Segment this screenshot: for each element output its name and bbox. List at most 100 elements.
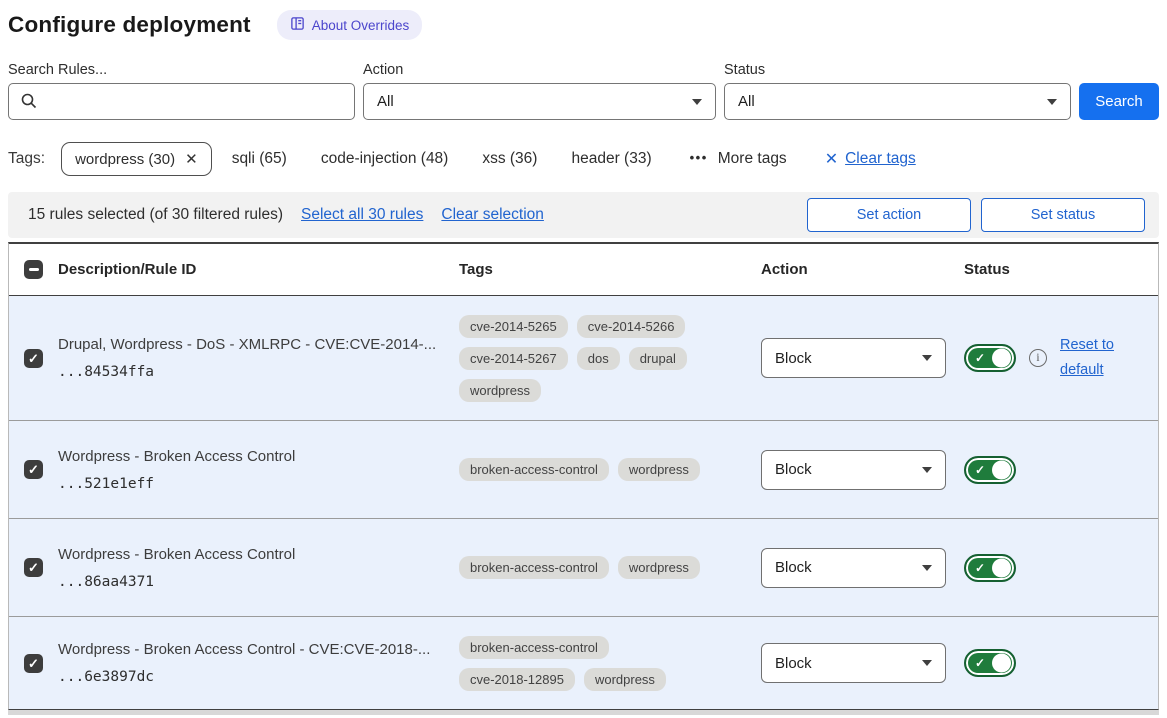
column-header-description: Description/Rule ID xyxy=(58,261,197,278)
toggle-knob xyxy=(992,348,1011,368)
search-icon xyxy=(20,92,38,115)
check-icon: ✓ xyxy=(975,560,986,575)
rule-id: ...6e3897dc xyxy=(58,669,155,685)
rule-title: Drupal, Wordpress - DoS - XMLRPC - CVE:C… xyxy=(58,336,437,353)
status-toggle[interactable]: ✓ xyxy=(964,649,1016,677)
rule-title: Wordpress - Broken Access Control xyxy=(58,447,296,465)
page-header: Configure deployment About Overrides xyxy=(8,10,1159,40)
tag-pill: cve-2014-5266 xyxy=(576,314,686,338)
table-row: ✓ Wordpress - Broken Access Control ...8… xyxy=(9,519,1158,617)
rule-title: Wordpress - Broken Access Control - CVE:… xyxy=(58,641,431,658)
row-checkbox[interactable]: ✓ xyxy=(24,558,43,577)
tag-option-header[interactable]: header (33) xyxy=(571,150,652,167)
select-all-link[interactable]: Select all 30 rules xyxy=(301,206,424,223)
selected-tag-chip-wordpress[interactable]: wordpress (30) ✕ xyxy=(61,142,212,176)
tags-bar: Tags: wordpress (30) ✕ sqli (65) code-in… xyxy=(8,142,1159,176)
search-rules-input[interactable] xyxy=(45,84,345,119)
close-icon[interactable]: ✕ xyxy=(185,151,198,168)
set-action-button[interactable]: Set action xyxy=(807,198,971,232)
table-row: ✓ Drupal, Wordpress - DoS - XMLRPC - CVE… xyxy=(9,296,1158,421)
action-value: Block xyxy=(775,654,812,672)
chevron-down-icon xyxy=(922,660,932,666)
row-checkbox[interactable]: ✓ xyxy=(24,653,43,673)
rule-title: Wordpress - Broken Access Control xyxy=(58,545,296,563)
toggle-knob xyxy=(992,460,1011,479)
tag-pill: broken-access-control xyxy=(459,556,609,579)
action-select[interactable]: Block xyxy=(761,449,946,490)
check-icon: ✓ xyxy=(975,462,986,477)
action-filter-select[interactable]: All xyxy=(363,83,716,120)
rule-tags: broken-access-control wordpress xyxy=(459,542,729,593)
toggle-knob xyxy=(992,558,1011,577)
book-icon xyxy=(290,16,305,34)
tag-pill: broken-access-control xyxy=(459,458,609,481)
chevron-down-icon xyxy=(922,466,932,473)
tag-pill: dos xyxy=(576,346,620,370)
chevron-down-icon xyxy=(1047,98,1057,105)
action-filter-value: All xyxy=(377,93,394,110)
row-checkbox[interactable]: ✓ xyxy=(24,348,43,368)
more-tags-button[interactable]: ••• More tags xyxy=(690,150,787,168)
check-icon: ✓ xyxy=(28,655,39,671)
toggle-knob xyxy=(992,653,1011,673)
table-row: ✓ Wordpress - Broken Access Control - CV… xyxy=(9,617,1158,709)
search-input-container xyxy=(8,83,355,120)
next-section-edge xyxy=(8,710,1159,715)
set-status-button[interactable]: Set status xyxy=(981,198,1145,232)
table-row: ✓ Wordpress - Broken Access Control ...5… xyxy=(9,421,1158,519)
chevron-down-icon xyxy=(922,355,932,361)
tag-pill: wordpress xyxy=(583,667,666,691)
column-header-action: Action xyxy=(761,261,808,278)
tag-pill: cve-2014-5267 xyxy=(459,346,568,370)
selection-summary: 15 rules selected (of 30 filtered rules) xyxy=(28,206,284,223)
rule-id: ...521e1eff xyxy=(58,475,155,492)
tag-option-code-injection[interactable]: code-injection (48) xyxy=(320,150,449,167)
status-filter-value: All xyxy=(738,93,755,110)
tag-pill: wordpress xyxy=(617,556,700,579)
check-icon: ✓ xyxy=(28,462,39,477)
status-filter-select[interactable]: All xyxy=(724,83,1071,120)
tag-pill: broken-access-control xyxy=(459,635,609,659)
clear-selection-link[interactable]: Clear selection xyxy=(441,206,544,223)
tag-pill: cve-2014-5265 xyxy=(459,314,568,338)
column-header-tags: Tags xyxy=(459,261,493,278)
minus-icon xyxy=(28,268,39,271)
action-select[interactable]: Block xyxy=(761,643,946,683)
chevron-down-icon xyxy=(692,98,702,105)
rule-tags: cve-2014-5265 cve-2014-5266 cve-2014-526… xyxy=(459,301,729,416)
search-button[interactable]: Search xyxy=(1079,83,1159,120)
rule-id: ...84534ffa xyxy=(58,364,155,380)
clear-tags-button[interactable]: ✕ Clear tags xyxy=(825,149,916,169)
tag-option-sqli[interactable]: sqli (65) xyxy=(231,150,287,167)
rule-id: ...86aa4371 xyxy=(58,573,155,590)
tag-option-xss[interactable]: xss (36) xyxy=(482,150,538,167)
tag-pill: wordpress xyxy=(459,378,541,402)
check-icon: ✓ xyxy=(975,351,986,365)
status-toggle[interactable]: ✓ xyxy=(964,344,1016,372)
action-select[interactable]: Block xyxy=(761,338,946,378)
info-icon[interactable]: i xyxy=(1029,349,1047,367)
row-checkbox[interactable]: ✓ xyxy=(24,460,43,479)
action-value: Block xyxy=(775,461,812,478)
select-all-checkbox[interactable] xyxy=(24,260,43,279)
table-header-row: Description/Rule ID Tags Action Status xyxy=(9,244,1158,296)
ellipsis-icon: ••• xyxy=(689,149,708,165)
clear-tags-label: Clear tags xyxy=(845,150,916,167)
tag-pill: drupal xyxy=(628,346,687,370)
chevron-down-icon xyxy=(922,564,932,571)
status-toggle[interactable]: ✓ xyxy=(964,455,1016,484)
status-filter-label: Status xyxy=(724,62,766,78)
action-select[interactable]: Block xyxy=(761,547,946,588)
tag-pill: cve-2018-12895 xyxy=(459,667,575,691)
status-toggle[interactable]: ✓ xyxy=(964,553,1016,582)
check-icon: ✓ xyxy=(975,656,986,670)
selection-bar: 15 rules selected (of 30 filtered rules)… xyxy=(8,192,1159,238)
reset-to-default-link[interactable]: Reset to default xyxy=(1060,337,1114,378)
more-tags-label: More tags xyxy=(717,150,787,167)
about-overrides-badge[interactable]: About Overrides xyxy=(276,10,423,40)
check-icon: ✓ xyxy=(28,560,39,575)
action-value: Block xyxy=(775,349,812,367)
rules-table: Description/Rule ID Tags Action Status ✓… xyxy=(8,242,1159,710)
rule-tags: broken-access-control wordpress xyxy=(459,444,729,495)
